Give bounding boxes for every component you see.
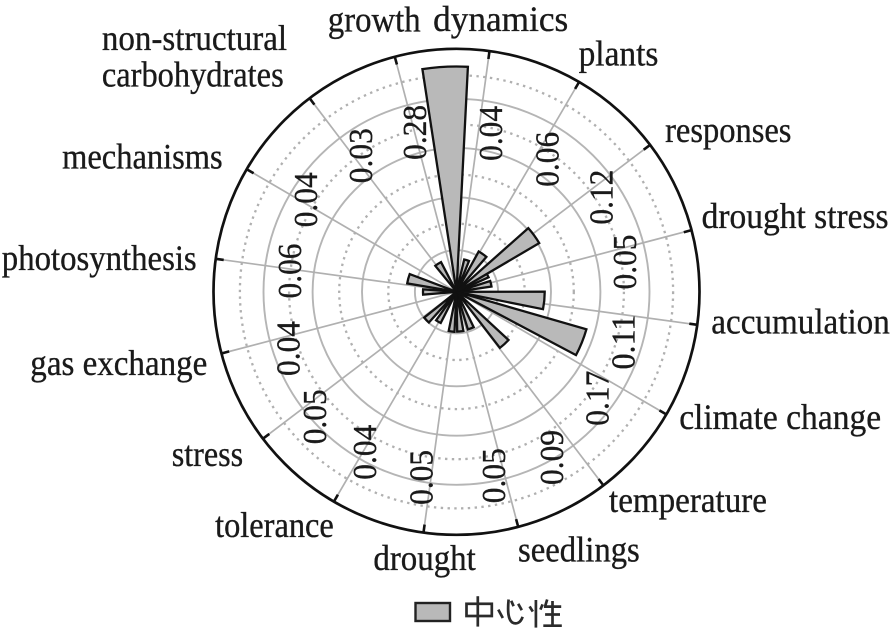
svg-text:0.05: 0.05 (403, 450, 440, 505)
svg-text:drought: drought (373, 538, 475, 578)
svg-text:gas exchange: gas exchange (30, 343, 207, 383)
svg-text:0.11: 0.11 (605, 315, 642, 370)
svg-text:climate change: climate change (679, 397, 881, 437)
svg-text:mechanisms: mechanisms (62, 136, 223, 176)
svg-text:0.12: 0.12 (583, 170, 620, 225)
svg-text:0.28: 0.28 (397, 105, 434, 160)
svg-text:plants: plants (579, 33, 659, 73)
svg-text:0.03: 0.03 (343, 128, 380, 183)
svg-text:0.05: 0.05 (607, 235, 644, 290)
svg-text:0.09: 0.09 (534, 430, 571, 485)
svg-text:carbohydrates: carbohydrates (102, 55, 284, 95)
svg-text:0.06: 0.06 (272, 244, 309, 299)
svg-text:non-structural: non-structural (102, 18, 287, 58)
svg-text:dynamics: dynamics (433, 0, 568, 39)
svg-text:0.04: 0.04 (288, 172, 325, 227)
svg-text:0.17: 0.17 (579, 371, 616, 426)
svg-text:seedlings: seedlings (518, 530, 640, 570)
svg-text:0.04: 0.04 (473, 106, 510, 161)
svg-text:0.05: 0.05 (297, 389, 334, 444)
svg-text:tolerance: tolerance (215, 505, 334, 545)
svg-text:stress: stress (172, 434, 244, 474)
svg-text:drought stress: drought stress (702, 196, 889, 236)
svg-text:photosynthesis: photosynthesis (2, 238, 197, 278)
svg-text:temperature: temperature (609, 480, 767, 520)
svg-text:growth: growth (328, 0, 421, 39)
svg-text:0.04: 0.04 (271, 321, 308, 376)
svg-text:0.06: 0.06 (530, 132, 567, 187)
svg-text:0.05: 0.05 (476, 448, 513, 503)
svg-text:0.04: 0.04 (347, 425, 384, 480)
svg-text:accumulation: accumulation (711, 301, 890, 341)
svg-text:responses: responses (665, 110, 791, 150)
